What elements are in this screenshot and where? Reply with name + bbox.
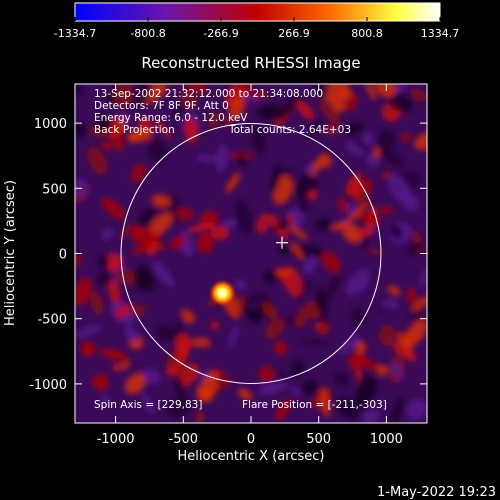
colorbar-tick-label: 266.9: [278, 27, 310, 40]
annotation-energy-range: Energy Range: 6.0 - 12.0 keV: [94, 112, 248, 124]
y-tick-label: 0: [59, 248, 67, 263]
colorbar-tick-label: -800.8: [130, 27, 165, 40]
annotation-method: Back Projection: [94, 124, 175, 136]
colorbar-tick-label: -1334.7: [54, 27, 96, 40]
annotation-detectors: Detectors: 7F 8F 9F, Att 0: [94, 100, 229, 112]
y-axis-ticks: [75, 122, 427, 385]
annotation-flare-position: Flare Position = [-211,-303]: [242, 399, 387, 411]
flare-source: [208, 279, 237, 308]
colorbar-ticks: [74, 17, 441, 21]
colorbar-tick-label: 1334.7: [421, 27, 460, 40]
x-axis-tick-labels: -1000 -500 0 500 1000: [97, 432, 403, 447]
annotation-time-range: 13-Sep-2002 21:32:12.000 to 21:34:08.000: [94, 88, 323, 100]
solar-limb-circle: [120, 123, 382, 384]
annotation-total-counts: Total counts: 2.64E+03: [228, 124, 351, 136]
x-tick-label: -1000: [97, 432, 135, 447]
spin-axis-marker: [276, 236, 289, 249]
y-tick-label: 500: [42, 182, 67, 197]
y-tick-label: -1000: [29, 378, 67, 393]
chart-title: Reconstructed RHESSI Image: [141, 54, 360, 72]
x-axis-ticks: [115, 84, 387, 423]
x-tick-label: 1000: [370, 432, 403, 447]
x-tick-label: 500: [306, 432, 331, 447]
annotation-block: 13-Sep-2002 21:32:12.000 to 21:34:08.000…: [94, 88, 387, 411]
y-tick-label: -500: [37, 313, 67, 328]
y-tick-label: 1000: [34, 117, 67, 132]
x-axis-label: Heliocentric X (arcsec): [178, 449, 325, 464]
annotation-spin-axis: Spin Axis = [229,83]: [94, 399, 202, 411]
footer-date: 1-May-2022 19:23: [377, 485, 496, 500]
y-axis-tick-labels: -1000 -500 0 500 1000: [29, 117, 67, 393]
x-tick-label: 0: [247, 432, 255, 447]
colorbar-tick-label: 800.8: [351, 27, 383, 40]
y-axis-label: Heliocentric Y (arcsec): [3, 180, 18, 326]
colorbar: [74, 2, 441, 22]
heatmap-image: [75, 84, 427, 423]
colorbar-tick-label: -266.9: [203, 27, 238, 40]
x-tick-label: -500: [169, 432, 199, 447]
colorbar-labels: -1334.7 -800.8 -266.9 266.9 800.8 1334.7: [54, 27, 459, 40]
